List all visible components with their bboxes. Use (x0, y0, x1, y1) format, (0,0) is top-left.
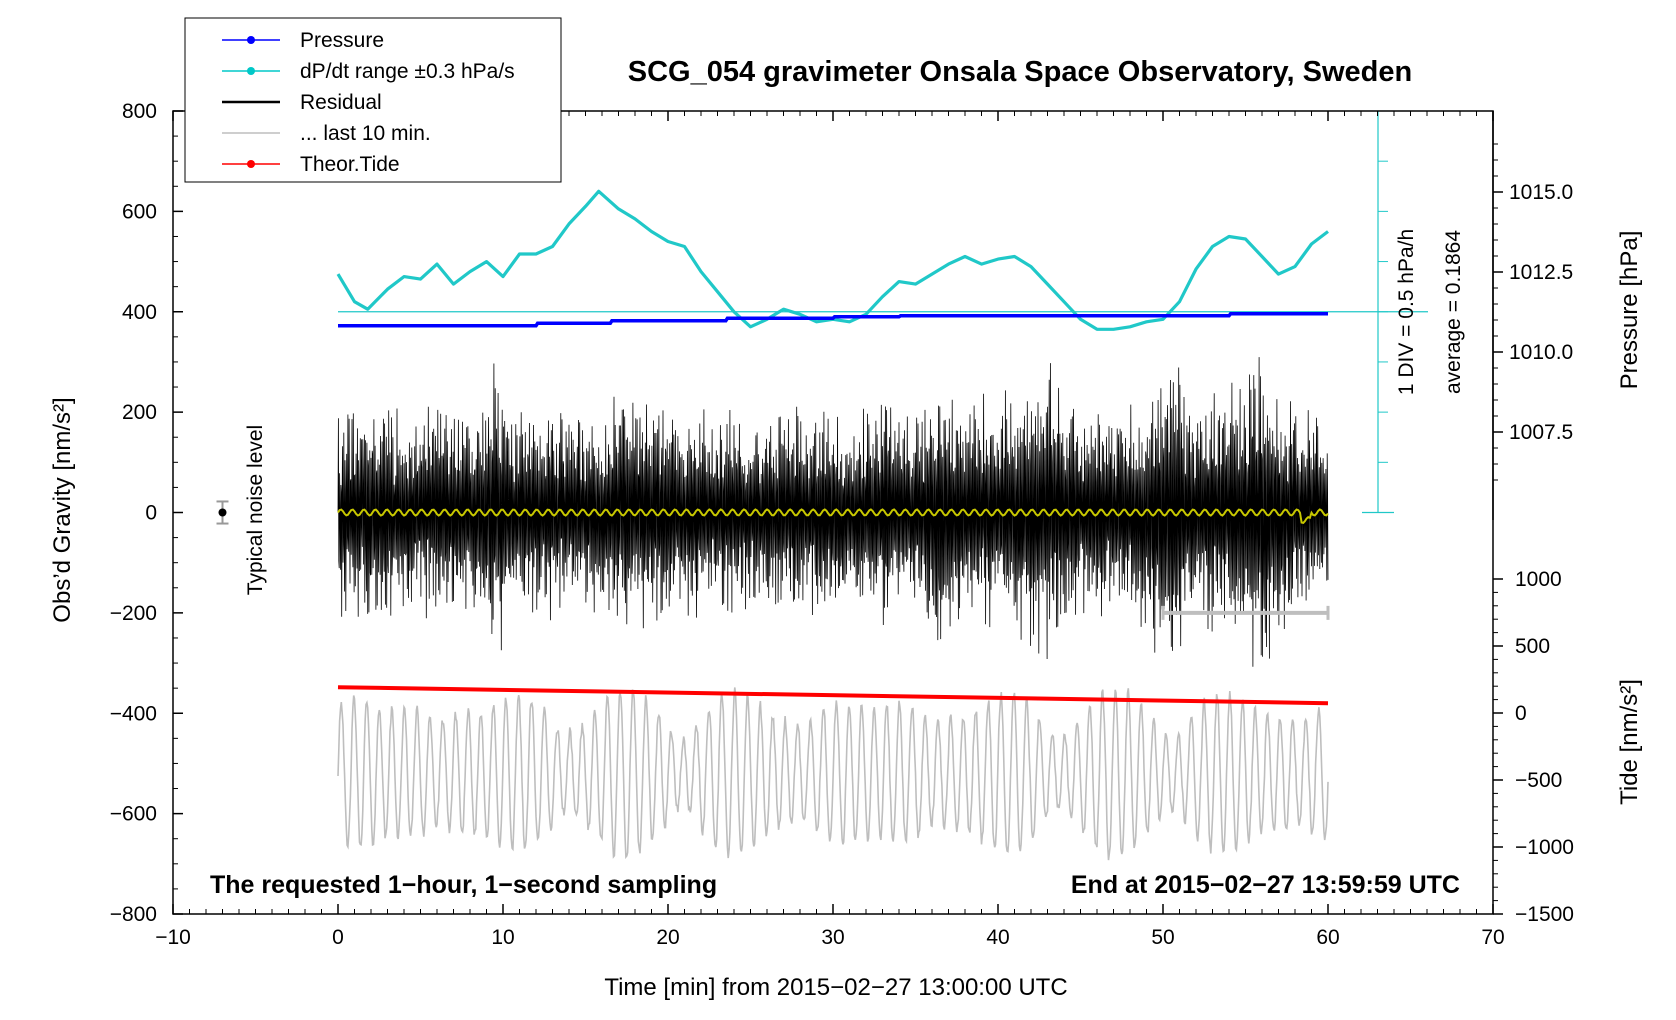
tide-tick-label: −1000 (1515, 836, 1574, 859)
y-tick-label: −400 (110, 702, 157, 725)
last10-min-trace (337, 687, 1329, 861)
tide-tick-label: −1500 (1515, 903, 1574, 926)
dpdt-curve (336, 189, 1329, 331)
y-tick-label: 600 (122, 200, 157, 223)
x-tick-label: 70 (1481, 926, 1504, 949)
x-tick-label: 20 (656, 926, 679, 949)
legend-box (184, 17, 562, 183)
tide-tick-label: 0 (1515, 702, 1527, 725)
x-tick-label: 10 (491, 926, 514, 949)
x-tick-label: 40 (986, 926, 1009, 949)
legend-label: dP/dt range ±0.3 hPa/s (300, 60, 515, 83)
legend-label: Pressure (300, 29, 384, 52)
pressure-tick-label: 1010.0 (1509, 341, 1573, 364)
tide-tick-label: −500 (1515, 769, 1562, 792)
dpdt-scale-label: 1 DIV = 0.5 hPa/h (1395, 229, 1418, 395)
x-tick-label: 0 (332, 926, 344, 949)
y-tick-label: 800 (122, 100, 157, 123)
chart-title: SCG_054 gravimeter Onsala Space Observat… (628, 56, 1412, 88)
legend-marker (247, 67, 255, 75)
y-tick-label: 200 (122, 401, 157, 424)
pressure-tick-label: 1015.0 (1509, 181, 1573, 204)
y-tick-label: −800 (110, 903, 157, 926)
pressure-tick-label: 1012.5 (1509, 261, 1573, 284)
noise-marker (218, 508, 227, 517)
y-axis-title-left: Obs’d Gravity [nm/s²] (49, 397, 76, 622)
data-series (216, 110, 1428, 861)
pressure-tick-label: 1007.5 (1509, 421, 1573, 444)
x-axis-title: Time [min] from 2015−02−27 13:00:00 UTC (604, 974, 1067, 1001)
x-tick-label: 60 (1316, 926, 1339, 949)
noise-level-label: Typical noise level (244, 425, 267, 595)
x-tick-label: 50 (1151, 926, 1174, 949)
legend: Pressure dP/dt range ±0.3 hPa/s Residual..… (184, 17, 562, 183)
x-tick-label: −10 (155, 926, 191, 949)
footer-left-note: The requested 1−hour, 1−second sampling (210, 871, 717, 899)
theor-tide-curve (337, 685, 1329, 706)
legend-label: Residual (300, 91, 382, 114)
dpdt-average-label: average = 0.1864 (1442, 230, 1465, 394)
y-axis-title-tide: Tide [nm/s²] (1616, 679, 1643, 805)
pressure-curve (338, 312, 1328, 328)
y-tick-label: 400 (122, 301, 157, 324)
legend-label: Theor.Tide (300, 153, 400, 176)
x-tick-label: 30 (821, 926, 844, 949)
legend-marker (247, 36, 255, 44)
tide-tick-label: 500 (1515, 635, 1550, 658)
smoothed-residual (337, 508, 1329, 525)
y-axis-title-pressure: Pressure [hPa] (1616, 231, 1643, 390)
legend-marker (247, 160, 255, 168)
axes: −10 0 10 20 30 40 50 60 70 800 600 400 200 0 −200 −400 −… (110, 100, 1574, 949)
y-tick-label: −200 (110, 602, 157, 625)
y-tick-label: −600 (110, 803, 157, 826)
tide-tick-label: 1000 (1515, 568, 1562, 591)
legend-label: ... last 10 min. (300, 122, 431, 145)
footer-right-note: End at 2015−02−27 13:59:59 UTC (1071, 871, 1460, 899)
y-tick-label: 0 (145, 502, 157, 525)
